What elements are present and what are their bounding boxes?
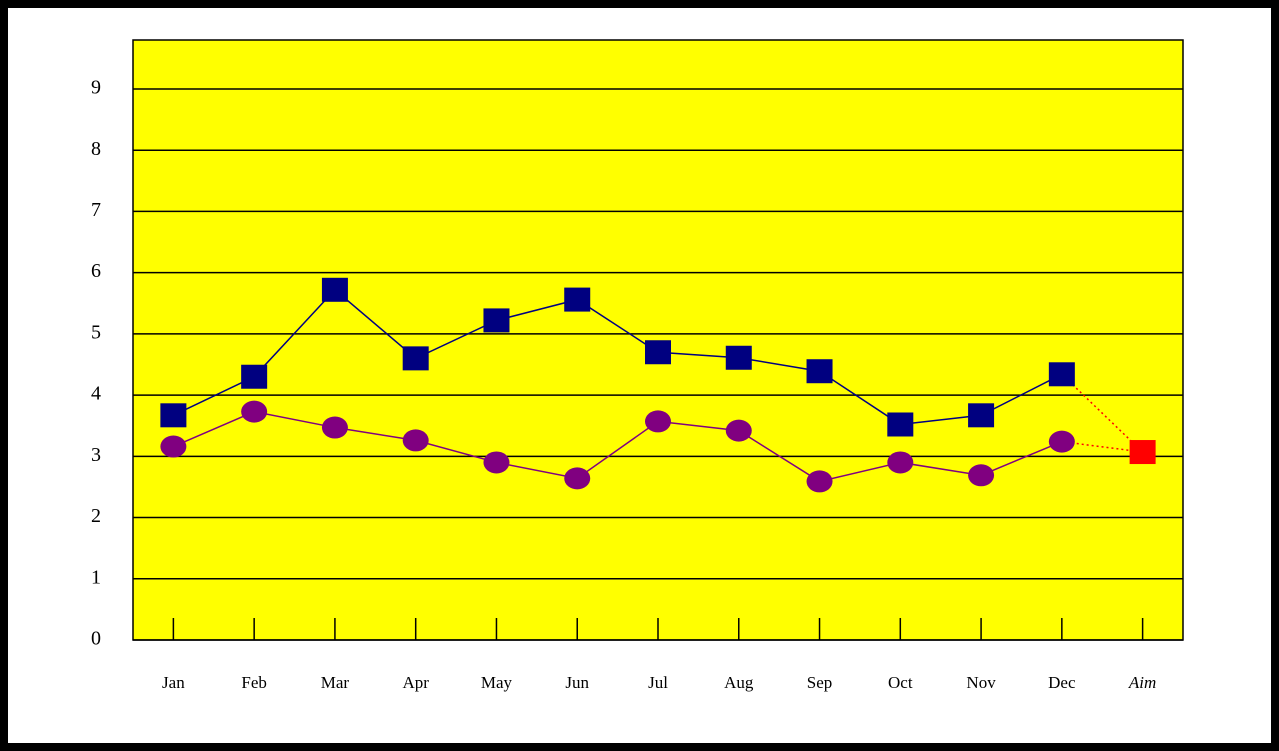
x-tick-label: Jun [565,673,589,692]
data-point [887,451,914,474]
x-tick-label: Nov [966,673,996,692]
y-tick-label: 5 [91,321,101,343]
data-point [725,419,752,442]
data-point [241,364,268,389]
data-point [1129,440,1156,465]
x-tick-label: Apr [402,673,429,692]
data-point [564,467,591,490]
data-point [968,464,995,487]
x-tick-label: Jan [162,673,185,692]
data-point [806,470,833,493]
data-point [725,345,752,370]
y-tick-label: 2 [91,505,101,527]
data-point [806,359,833,384]
y-tick-label: 0 [91,628,101,650]
series-line [173,410,1063,483]
data-point [402,429,429,452]
y-tick-label: 6 [91,260,101,282]
data-point [483,451,510,474]
y-tick-label: 3 [91,444,101,466]
data-point [402,346,429,371]
data-point [887,412,914,437]
data-point [160,403,187,428]
data-point [321,416,348,439]
x-tick-label: Feb [241,673,267,692]
data-point [645,340,671,365]
y-tick-label: 1 [91,566,101,588]
x-tick-label: Aim [1128,673,1156,692]
aim-connector [1061,440,1143,453]
aim-connector [1061,373,1144,453]
data-point [483,308,510,333]
data-point [564,287,591,312]
x-tick-label: Sep [807,673,833,692]
data-point [1048,430,1075,453]
y-tick-label: 4 [91,383,101,405]
y-tick-label: 7 [91,199,101,221]
x-tick-label: Aug [724,673,754,692]
plot-area [132,39,1184,641]
x-tick-label: Jul [648,673,668,692]
data-point [1048,362,1075,387]
x-tick-label: Mar [321,673,350,692]
data-point [241,400,268,423]
y-tick-label: 8 [91,138,101,160]
data-point [645,410,671,433]
data-point [160,435,187,458]
x-tick-label: May [481,673,513,692]
x-tick-label: Oct [888,673,913,692]
y-tick-label: 9 [91,77,101,99]
data-point [968,403,995,428]
series-line [173,288,1063,426]
x-tick-label: Dec [1048,673,1076,692]
data-point [321,277,348,302]
